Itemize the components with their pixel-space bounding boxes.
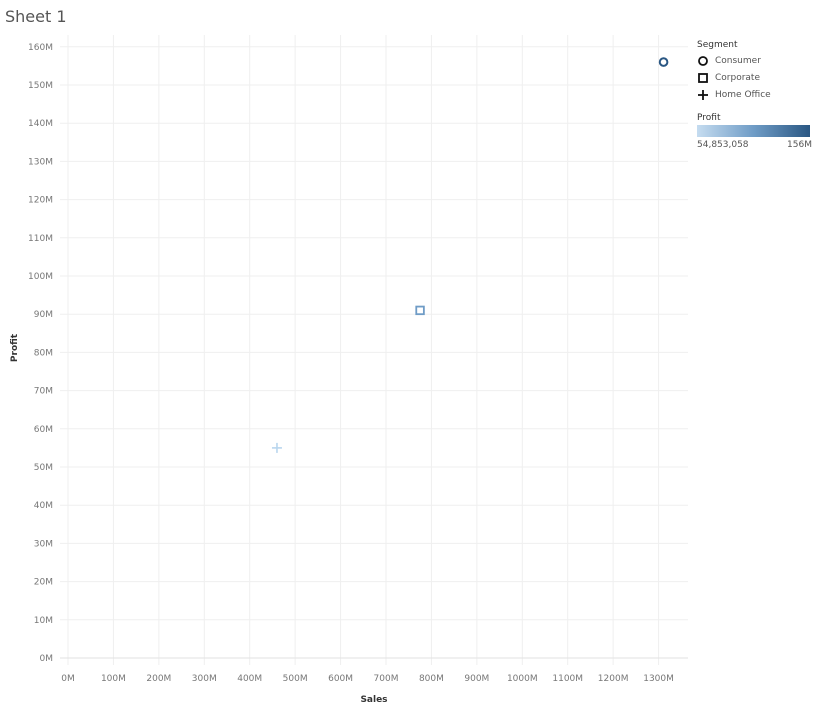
x-tick-label: 800M: [419, 674, 444, 684]
y-tick-label: 130M: [28, 157, 53, 167]
axes: 0M 100M 200M 300M 400M 500M 600M 700M 800M 900M 10…: [28, 43, 688, 684]
legend-item-home-office[interactable]: Home Office: [697, 86, 812, 103]
x-axis-title: Sales: [360, 695, 387, 705]
y-tick-label: 30M: [34, 539, 53, 549]
grid: [60, 35, 688, 665]
x-tick-label: 500M: [283, 674, 308, 684]
circle-icon: [698, 55, 708, 66]
x-tick-label: 600M: [328, 674, 353, 684]
y-tick-label: 50M: [34, 463, 53, 473]
legend: Segment Consumer Corporate Home Office P…: [697, 40, 812, 150]
y-tick-label: 120M: [28, 196, 53, 206]
x-tick-label: 1100M: [552, 674, 583, 684]
y-tick-label: 150M: [28, 81, 53, 91]
profit-max-label: 156M: [787, 140, 812, 150]
legend-item-corporate[interactable]: Corporate: [697, 69, 812, 86]
x-tick-label: 1200M: [598, 674, 629, 684]
profit-color-ramp: [697, 125, 810, 137]
profit-ramp-labels: 54,853,058 156M: [697, 140, 812, 150]
x-tick-label: 1300M: [643, 674, 674, 684]
y-tick-label: 0M: [40, 654, 54, 664]
square-icon: [698, 72, 708, 83]
y-tick-label: 140M: [28, 119, 53, 129]
plus-icon: [698, 89, 708, 100]
sheet-title: Sheet 1: [5, 7, 67, 26]
y-tick-label: 90M: [34, 310, 53, 320]
data-points: [271, 57, 669, 453]
y-tick-label: 60M: [34, 425, 53, 435]
y-tick-label: 110M: [28, 234, 53, 244]
y-tick-label: 80M: [34, 348, 53, 358]
y-tick-label: 70M: [34, 387, 53, 397]
y-tick-label: 100M: [28, 272, 53, 282]
y-tick-label: 20M: [34, 578, 53, 588]
legend-item-label: Home Office: [715, 89, 771, 100]
legend-item-consumer[interactable]: Consumer: [697, 52, 812, 69]
x-tick-label: 100M: [101, 674, 126, 684]
profit-min-label: 54,853,058: [697, 140, 749, 150]
x-tick-label: 1000M: [507, 674, 538, 684]
y-axis-title: Profit: [10, 333, 20, 362]
profit-color-legend: Profit 54,853,058 156M: [697, 113, 812, 150]
y-tick-label: 160M: [28, 43, 53, 53]
x-tick-label: 200M: [146, 674, 171, 684]
y-tick-label: 10M: [34, 616, 53, 626]
segment-legend-title: Segment: [697, 40, 738, 50]
data-point-consumer[interactable]: [658, 57, 669, 67]
x-tick-label: 300M: [192, 674, 217, 684]
profit-legend-title: Profit: [697, 113, 721, 123]
data-point-home-office[interactable]: [271, 442, 282, 453]
x-tick-label: 900M: [464, 674, 489, 684]
y-tick-label: 40M: [34, 501, 53, 511]
legend-item-label: Consumer: [715, 55, 761, 66]
x-tick-label: 0M: [61, 674, 75, 684]
legend-item-label: Corporate: [715, 72, 760, 83]
x-tick-label: 400M: [237, 674, 262, 684]
x-tick-label: 700M: [374, 674, 399, 684]
data-point-corporate[interactable]: [415, 305, 425, 316]
